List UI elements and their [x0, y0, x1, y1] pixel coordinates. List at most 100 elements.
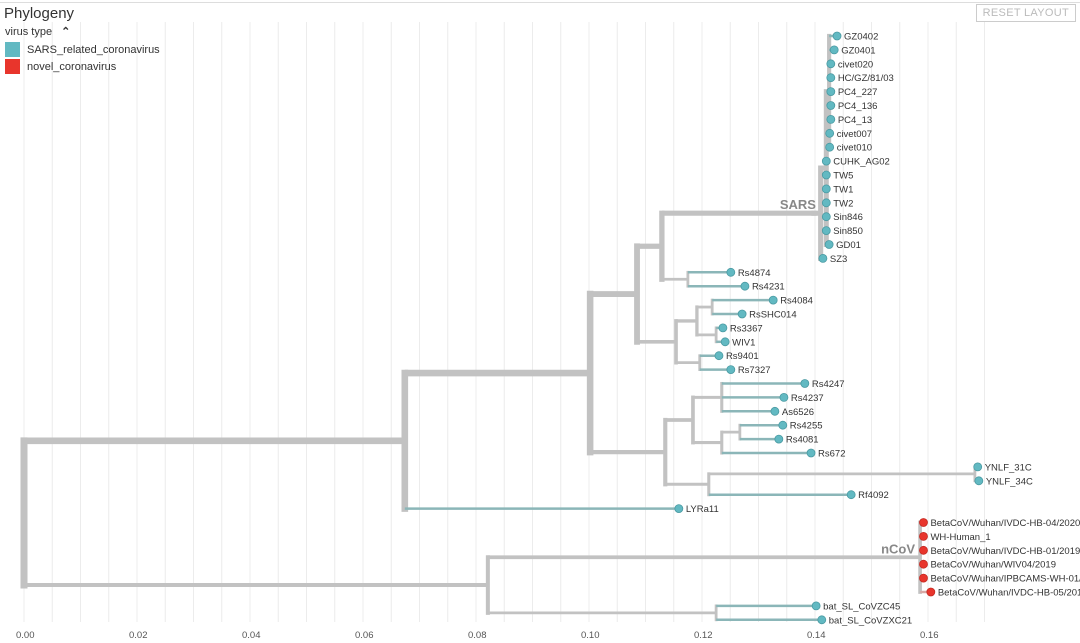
- tip-label[interactable]: Rs3367: [730, 323, 763, 334]
- tip-node[interactable]: [714, 351, 724, 361]
- tip-label[interactable]: Rs4255: [790, 421, 823, 432]
- tip-node[interactable]: [821, 170, 831, 180]
- clade-label-ncov: nCoV: [881, 541, 915, 556]
- tip-node[interactable]: [832, 31, 842, 41]
- tip-node[interactable]: [826, 101, 836, 110]
- tip-node[interactable]: [919, 559, 928, 569]
- tip-node[interactable]: [821, 226, 831, 236]
- tip-node[interactable]: [718, 323, 728, 333]
- tip-label[interactable]: PC4_13: [838, 115, 872, 126]
- tip-label[interactable]: Rs4084: [780, 296, 813, 307]
- tip-node[interactable]: [811, 601, 821, 611]
- tip-node[interactable]: [973, 462, 983, 472]
- tip-node[interactable]: [919, 573, 928, 583]
- tip-label[interactable]: BetaCoV/Wuhan/WIV04/2019: [930, 560, 1056, 571]
- tip-label[interactable]: BetaCoV/Wuhan/IVDC-HB-01/2019: [930, 546, 1080, 557]
- tip-label[interactable]: YNLF_34C: [986, 476, 1033, 487]
- tip-label[interactable]: bat_SL_CoVZXC21: [829, 615, 912, 626]
- axis-tick-label: 0.04: [242, 630, 261, 641]
- tip-label[interactable]: civet010: [837, 143, 872, 154]
- tip-label[interactable]: Sin850: [833, 226, 863, 237]
- axis-tick-label: 0.08: [468, 630, 487, 641]
- tip-label[interactable]: WH-Human_1: [930, 532, 990, 543]
- axis-tick-label: 0.02: [129, 630, 148, 641]
- tip-label[interactable]: BetaCoV/Wuhan/IPBCAMS-WH-01/2: [930, 574, 1080, 585]
- tip-node[interactable]: [806, 448, 816, 458]
- tip-node[interactable]: [974, 476, 984, 486]
- tip-label[interactable]: CUHK_AG02: [833, 157, 890, 168]
- tip-node[interactable]: [926, 587, 936, 597]
- legend-item-sars[interactable]: SARS_related_coronavirus: [5, 41, 160, 58]
- tip-node[interactable]: [824, 240, 834, 249]
- tip-node[interactable]: [726, 365, 736, 375]
- tip-label[interactable]: Rs4231: [752, 282, 785, 293]
- tip-label[interactable]: As6526: [782, 407, 814, 418]
- tip-label[interactable]: bat_SL_CoVZC45: [823, 601, 900, 612]
- tip-node[interactable]: [826, 73, 836, 83]
- tip-label[interactable]: GZ0402: [844, 32, 878, 43]
- tip-label[interactable]: BetaCoV/Wuhan/IVDC-HB-05/2019: [938, 588, 1080, 599]
- tip-node[interactable]: [919, 545, 928, 555]
- tip-label[interactable]: HC/GZ/81/03: [838, 73, 894, 84]
- tip-node[interactable]: [821, 184, 831, 194]
- tip-label[interactable]: YNLF_31C: [985, 462, 1032, 473]
- tip-node[interactable]: [774, 434, 784, 444]
- legend-swatch: [5, 42, 20, 57]
- tip-label[interactable]: LYRa11: [686, 504, 719, 515]
- legend-item-ncov[interactable]: novel_coronavirus: [5, 58, 160, 75]
- tip-label[interactable]: civet007: [837, 129, 872, 140]
- tip-label[interactable]: PC4_136: [838, 101, 878, 112]
- tip-label[interactable]: Rs4237: [791, 393, 824, 404]
- tip-label[interactable]: TW5: [833, 171, 853, 182]
- tip-node[interactable]: [829, 45, 839, 55]
- tip-label[interactable]: Rs4247: [812, 379, 845, 390]
- tip-node[interactable]: [846, 490, 856, 500]
- tip-label[interactable]: Rs4081: [786, 435, 819, 446]
- tip-node[interactable]: [826, 59, 836, 69]
- chevron-up-icon[interactable]: ⌃: [61, 26, 71, 38]
- tip-label[interactable]: Sin846: [833, 212, 863, 223]
- tip-node[interactable]: [818, 253, 828, 263]
- tip-node[interactable]: [740, 281, 750, 291]
- tip-label[interactable]: GD01: [836, 240, 861, 251]
- tip-label[interactable]: Rf4092: [858, 490, 889, 501]
- tip-node[interactable]: [821, 198, 831, 208]
- tip-label[interactable]: BetaCoV/Wuhan/IVDC-HB-04/2020: [930, 518, 1080, 529]
- tip-label[interactable]: TW2: [833, 198, 853, 209]
- tip-node[interactable]: [826, 115, 836, 124]
- tip-label[interactable]: GZ0401: [841, 45, 875, 56]
- legend-header[interactable]: virus type ⌃: [5, 25, 160, 38]
- tip-label[interactable]: TW1: [833, 184, 853, 195]
- tip-node[interactable]: [825, 128, 835, 138]
- legend-title: virus type: [5, 26, 53, 38]
- tip-node[interactable]: [674, 504, 684, 514]
- tip-label[interactable]: SZ3: [830, 254, 847, 265]
- tip-node[interactable]: [826, 87, 836, 96]
- legend-label: novel_coronavirus: [27, 60, 117, 73]
- tip-node[interactable]: [720, 337, 730, 347]
- tip-node[interactable]: [779, 392, 789, 402]
- tip-node[interactable]: [817, 615, 827, 625]
- tip-label[interactable]: civet020: [838, 59, 873, 70]
- tip-label[interactable]: Rs672: [818, 449, 845, 460]
- tip-node[interactable]: [778, 420, 788, 430]
- legend-swatch: [5, 59, 20, 74]
- tip-label[interactable]: PC4_227: [838, 87, 878, 98]
- tip-label[interactable]: WIV1: [732, 337, 755, 348]
- tip-node[interactable]: [821, 212, 831, 222]
- tip-label[interactable]: Rs7327: [738, 365, 771, 376]
- tip-label[interactable]: Rs4874: [738, 268, 771, 279]
- reset-layout-button[interactable]: RESET LAYOUT: [975, 4, 1076, 22]
- tip-node[interactable]: [800, 379, 810, 388]
- tip-node[interactable]: [768, 295, 778, 305]
- tip-node[interactable]: [825, 142, 835, 152]
- tip-node[interactable]: [770, 406, 780, 416]
- tip-node[interactable]: [726, 267, 736, 277]
- tip-node[interactable]: [919, 532, 928, 541]
- tip-node[interactable]: [821, 156, 831, 166]
- tip-label[interactable]: RsSHC014: [749, 310, 797, 321]
- panel-title: Phylogeny: [4, 5, 75, 22]
- tip-label[interactable]: Rs9401: [726, 351, 759, 362]
- tip-node[interactable]: [737, 309, 747, 319]
- tip-node[interactable]: [919, 518, 928, 527]
